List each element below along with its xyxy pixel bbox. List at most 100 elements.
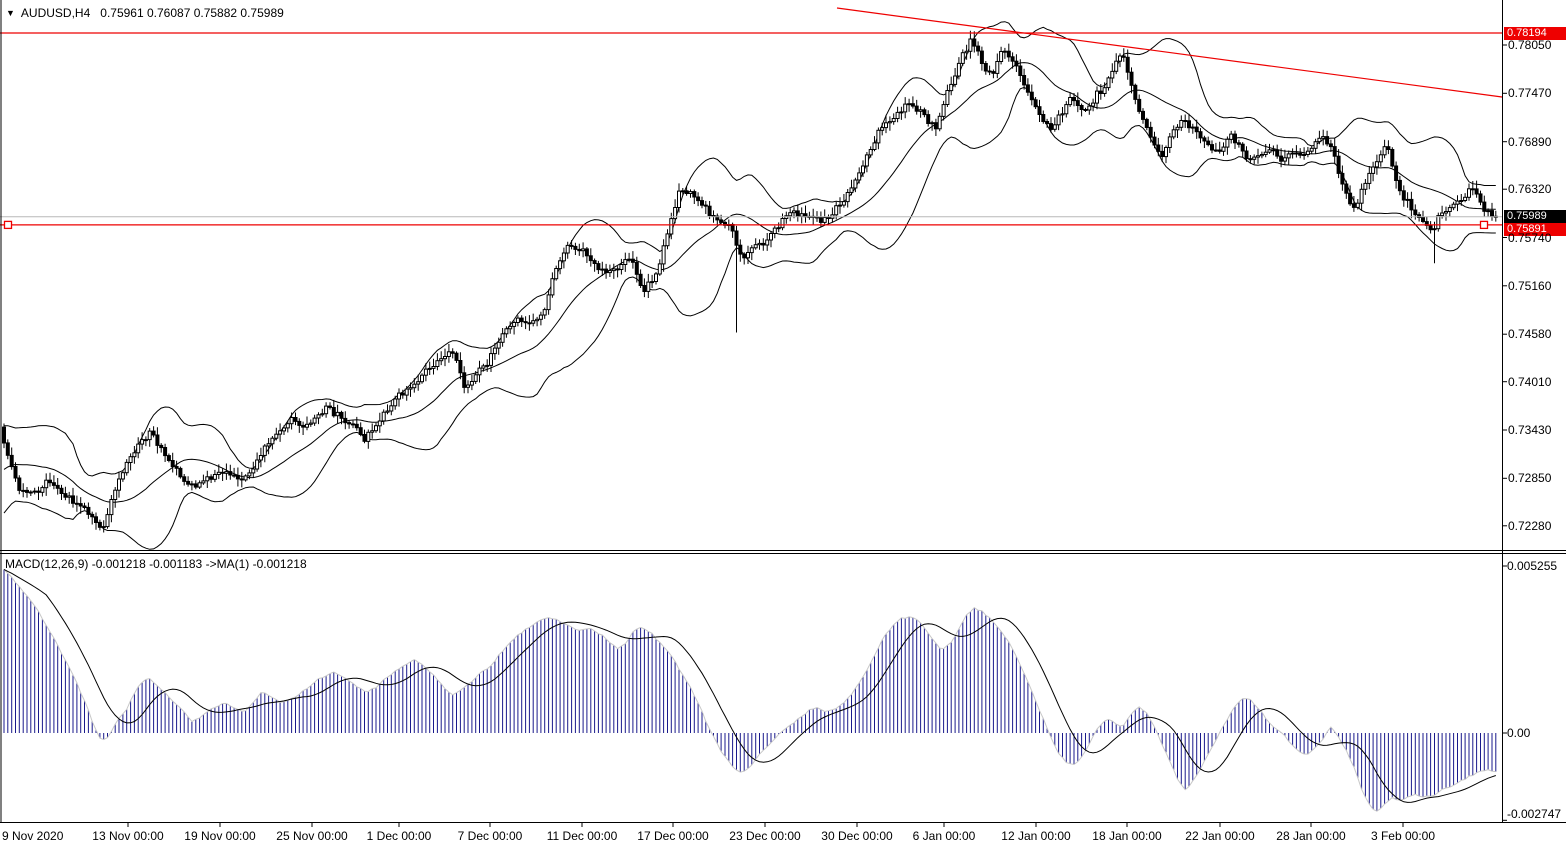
bull-candle-body: [956, 62, 961, 77]
bull-candle-body: [377, 420, 382, 427]
bull-candle-body: [960, 52, 965, 64]
time-tick-label[interactable]: 13 Nov 00:00: [92, 829, 164, 843]
bear-candle-body: [170, 460, 175, 467]
bear-candle-body: [1478, 193, 1483, 203]
bull-candle-body: [834, 205, 839, 216]
bull-candle-body: [412, 383, 417, 389]
bull-candle-body: [335, 411, 340, 417]
bear-candle-body: [328, 405, 332, 408]
level-line-handle[interactable]: [1479, 220, 1489, 230]
bear-candle-body: [55, 484, 60, 489]
bear-candle-body: [642, 285, 647, 292]
level-line-handle[interactable]: [3, 220, 13, 230]
bear-candle-body: [1210, 144, 1214, 151]
time-tick-label[interactable]: 11 Dec 00:00: [546, 829, 618, 843]
time-tick-label[interactable]: 12 Jan 00:00: [1001, 829, 1071, 843]
bull-candle-body: [1455, 200, 1460, 205]
bear-candle-body: [1045, 121, 1050, 125]
bull-candle-body: [884, 122, 888, 129]
time-tick-label[interactable]: 23 Dec 00:00: [729, 829, 801, 843]
bull-candle-body: [600, 268, 605, 271]
bear-candle-body: [462, 372, 467, 388]
time-tick-label[interactable]: 18 Jan 00:00: [1092, 829, 1162, 843]
bear-candle-body: [596, 263, 601, 271]
bull-candle-body: [822, 217, 827, 223]
bear-candle-body: [987, 70, 992, 73]
bear-candle-body: [82, 505, 87, 508]
bear-candle-body: [1490, 210, 1494, 217]
bear-candle-body: [1125, 56, 1130, 73]
macd-signal-line: [3, 568, 1496, 803]
descending-trendline[interactable]: [836, 7, 1503, 98]
bear-candle-body: [592, 260, 597, 265]
bull-candle-body: [780, 218, 785, 229]
bull-candle-body: [504, 328, 509, 335]
bull-candle-body: [224, 471, 229, 474]
bear-candle-body: [1156, 144, 1161, 152]
symbol-dropdown-icon[interactable]: ▼: [6, 8, 15, 18]
bear-candle-body: [9, 454, 14, 468]
time-tick-label[interactable]: 7 Dec 00:00: [457, 829, 523, 843]
bear-candle-body: [155, 434, 160, 446]
bear-candle-body: [1198, 131, 1203, 139]
bull-candle-body: [370, 430, 375, 433]
bull-candle-body: [1382, 146, 1387, 156]
bull-candle-body: [512, 322, 517, 327]
bear-candle-body: [914, 105, 919, 112]
time-tick-label[interactable]: 30 Dec 00:00: [821, 829, 893, 843]
bull-candle-body: [872, 142, 877, 150]
time-tick-label[interactable]: 28 Jan 00:00: [1276, 829, 1346, 843]
bull-candle-body: [40, 487, 45, 493]
bear-candle-body: [1271, 149, 1276, 152]
bull-candle-body: [243, 475, 248, 481]
bear-candle-body: [232, 474, 237, 477]
bollinger-upper-band[interactable]: [4, 21, 1496, 477]
bear-candle-body: [1121, 55, 1126, 58]
price-tick-label: 0.77470: [1508, 86, 1552, 100]
bull-candle-body: [1114, 60, 1119, 72]
time-tick-label[interactable]: 17 Dec 00:00: [637, 829, 709, 843]
bull-candle-body: [849, 187, 854, 193]
bull-candle-body: [945, 90, 950, 105]
bear-candle-body: [734, 230, 739, 246]
bear-candle-body: [36, 490, 41, 493]
bear-candle-body: [1428, 224, 1433, 231]
bull-candle-body: [1371, 166, 1376, 174]
bear-candle-body: [239, 478, 244, 481]
bull-candle-body: [247, 472, 252, 477]
time-tick-label[interactable]: 9 Nov 2020: [2, 829, 64, 843]
bear-candle-body: [1397, 179, 1402, 192]
bull-candle-body: [1440, 212, 1445, 217]
bollinger-middle-band[interactable]: [3, 62, 1496, 503]
time-tick-label[interactable]: 19 Nov 00:00: [184, 829, 256, 843]
time-tick-label[interactable]: 22 Jan 00:00: [1185, 829, 1255, 843]
time-tick-label[interactable]: 25 Nov 00:00: [276, 829, 348, 843]
bollinger-lower-band[interactable]: [3, 86, 1496, 550]
bull-candle-body: [1355, 202, 1360, 208]
bull-candle-body: [105, 514, 110, 528]
bull-candle-body: [937, 115, 942, 130]
time-tick-label[interactable]: 1 Dec 00:00: [366, 829, 432, 843]
bear-candle-body: [1421, 216, 1425, 222]
bear-candle-body: [1037, 106, 1042, 115]
bull-candle-body: [1378, 154, 1383, 163]
time-tick-label[interactable]: 3 Feb 00:00: [1370, 829, 1436, 843]
bull-candle-body: [443, 356, 447, 360]
bull-candle-body: [841, 201, 846, 206]
bull-candle-body: [251, 468, 256, 474]
bull-candle-body: [1305, 150, 1310, 155]
bear-candle-body: [826, 217, 831, 219]
bull-candle-body: [132, 452, 137, 458]
time-tick-label[interactable]: 6 Jan 00:00: [912, 829, 976, 843]
bear-candle-body: [347, 422, 352, 425]
bear-candle-body: [1394, 165, 1399, 181]
bull-candle-body: [282, 427, 286, 432]
bear-candle-body: [1148, 126, 1153, 138]
bear-candle-body: [519, 317, 524, 323]
bear-candle-body: [71, 495, 75, 504]
bear-candle-body: [638, 273, 643, 286]
bull-candle-body: [67, 495, 72, 498]
level-price-badge: 0.75891: [1504, 223, 1566, 236]
price-tick-label: 0.78050: [1508, 38, 1552, 52]
